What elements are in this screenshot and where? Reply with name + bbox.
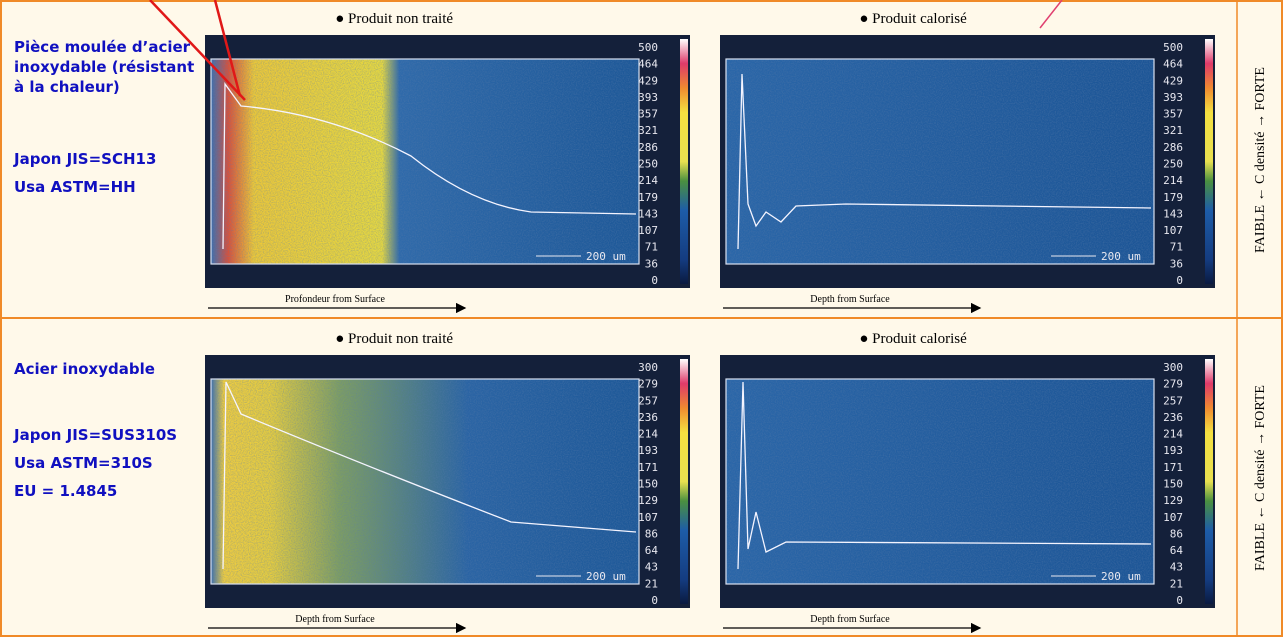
panel-title: ● Produit calorisé bbox=[859, 11, 967, 27]
density-scale-label: 464 bbox=[638, 58, 658, 71]
density-scale-label: 236 bbox=[1163, 411, 1183, 424]
map-texture bbox=[211, 379, 639, 584]
density-scale-label: 193 bbox=[638, 444, 658, 457]
density-scale-label: 36 bbox=[645, 257, 658, 270]
color-bar bbox=[680, 359, 688, 604]
density-scale-label: 321 bbox=[638, 124, 658, 137]
density-scale-label: 286 bbox=[1163, 141, 1183, 154]
density-scale-label: 300 bbox=[638, 361, 658, 374]
scale-bar-label: 200 um bbox=[586, 570, 626, 583]
density-scale-label: 107 bbox=[638, 224, 658, 237]
density-scale-label: 143 bbox=[638, 207, 658, 220]
density-scale-label: 43 bbox=[645, 561, 658, 574]
density-scale-label: 236 bbox=[638, 411, 658, 424]
density-scale-label: 0 bbox=[651, 274, 658, 287]
material-label: Pièce moulée d’acier bbox=[14, 38, 191, 56]
micrograph: 200 um 300 279 257 236 214 193 171 150 129 107 86 64… bbox=[205, 355, 690, 608]
map-texture bbox=[726, 379, 1154, 584]
density-scale-label: 21 bbox=[1170, 577, 1183, 590]
density-scale-label: 64 bbox=[645, 544, 659, 557]
material-spec: EU = 1.4845 bbox=[14, 482, 117, 500]
scale-bar-label: 200 um bbox=[1101, 250, 1141, 263]
density-scale-label: 0 bbox=[651, 594, 658, 607]
density-scale-label: 321 bbox=[1163, 124, 1183, 137]
map-texture bbox=[211, 59, 639, 264]
map-texture bbox=[726, 59, 1154, 264]
density-scale-label: 250 bbox=[638, 158, 658, 171]
density-scale-label: 214 bbox=[638, 174, 658, 187]
density-scale-label: 36 bbox=[1170, 257, 1183, 270]
density-scale-label: 257 bbox=[1163, 394, 1183, 407]
density-scale-label: 429 bbox=[1163, 74, 1183, 87]
axis-label: Depth from Surface bbox=[810, 294, 890, 305]
density-scale-label: 150 bbox=[1163, 478, 1183, 491]
density-scale-label: 171 bbox=[638, 461, 658, 474]
color-bar bbox=[1205, 39, 1213, 284]
color-bar bbox=[1205, 359, 1213, 604]
material-spec: Usa ASTM=HH bbox=[14, 178, 136, 196]
density-scale-label: 214 bbox=[1163, 174, 1183, 187]
density-scale-label: 43 bbox=[1170, 561, 1183, 574]
density-scale-label: 279 bbox=[638, 378, 658, 391]
density-scale-label: 300 bbox=[1163, 361, 1183, 374]
density-scale-label: 250 bbox=[1163, 158, 1183, 171]
micrograph: 200 um 300 279 257 236 214 193 171 150 129 107 86 64… bbox=[720, 355, 1215, 608]
density-scale-label: 171 bbox=[1163, 461, 1183, 474]
density-scale-label: 107 bbox=[1163, 224, 1183, 237]
density-scale-label: 286 bbox=[638, 141, 658, 154]
density-scale-label: 107 bbox=[1163, 511, 1183, 524]
density-scale-label: 214 bbox=[638, 428, 658, 441]
density-scale-label: 429 bbox=[638, 74, 658, 87]
material-spec: Japon JIS=SUS310S bbox=[13, 426, 177, 444]
density-scale-label: 71 bbox=[1170, 241, 1183, 254]
material-label: Acier inoxydable bbox=[14, 360, 155, 378]
density-scale-label: 193 bbox=[1163, 444, 1183, 457]
density-scale-label: 393 bbox=[638, 91, 658, 104]
panel-title: ● Produit non traité bbox=[335, 11, 453, 27]
density-scale-label: 129 bbox=[638, 494, 658, 507]
density-scale-label: 143 bbox=[1163, 207, 1183, 220]
scale-bar-label: 200 um bbox=[1101, 570, 1141, 583]
density-scale-label: 179 bbox=[638, 191, 658, 204]
micrograph: 200 um 500 464 429 393 357 321 286 250 214 179 143 1… bbox=[205, 35, 690, 288]
density-scale-label: 150 bbox=[638, 478, 658, 491]
material-label: inoxydable (résistant bbox=[14, 58, 194, 76]
material-label: à la chaleur) bbox=[14, 78, 120, 96]
density-scale-label: 107 bbox=[638, 511, 658, 524]
density-scale-label: 179 bbox=[1163, 191, 1183, 204]
side-label: FAIBLE ← C densité → FORTE bbox=[1253, 67, 1268, 253]
material-spec: Usa ASTM=310S bbox=[14, 454, 153, 472]
density-scale-label: 393 bbox=[1163, 91, 1183, 104]
density-scale-label: 214 bbox=[1163, 428, 1183, 441]
density-scale-label: 86 bbox=[1170, 527, 1183, 540]
panel-title: ● Produit calorisé bbox=[859, 331, 967, 347]
density-scale-label: 357 bbox=[638, 108, 658, 121]
axis-label: Profondeur from Surface bbox=[285, 294, 386, 305]
density-scale-label: 279 bbox=[1163, 378, 1183, 391]
density-scale-label: 0 bbox=[1176, 274, 1183, 287]
micrograph: 200 um 500 464 429 393 357 321 286 250 214 179 143 1… bbox=[720, 35, 1215, 288]
density-scale-label: 86 bbox=[645, 527, 658, 540]
color-bar bbox=[680, 39, 688, 284]
page: Pièce moulée d’acier inoxydable (résistan… bbox=[0, 0, 1283, 637]
density-scale-label: 129 bbox=[1163, 494, 1183, 507]
density-scale-label: 21 bbox=[645, 577, 658, 590]
density-scale-label: 257 bbox=[638, 394, 658, 407]
density-scale-label: 500 bbox=[1163, 41, 1183, 54]
density-scale-label: 500 bbox=[638, 41, 658, 54]
scale-bar-label: 200 um bbox=[586, 250, 626, 263]
density-scale-label: 0 bbox=[1176, 594, 1183, 607]
panel-title: ● Produit non traité bbox=[335, 331, 453, 347]
side-label: FAIBLE ← C densité → FORTE bbox=[1253, 385, 1268, 571]
axis-label: Depth from Surface bbox=[295, 614, 375, 625]
material-spec: Japon JIS=SCH13 bbox=[13, 150, 156, 168]
density-scale-label: 71 bbox=[645, 241, 658, 254]
density-scale-label: 464 bbox=[1163, 58, 1183, 71]
density-scale-label: 64 bbox=[1170, 544, 1184, 557]
density-scale-label: 357 bbox=[1163, 108, 1183, 121]
axis-label: Depth from Surface bbox=[810, 614, 890, 625]
